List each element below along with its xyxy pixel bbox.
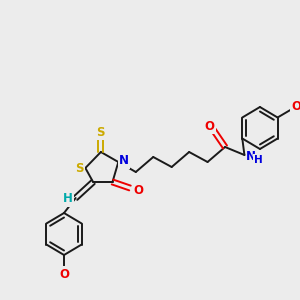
Text: H: H bbox=[254, 155, 262, 165]
Text: H: H bbox=[63, 193, 73, 206]
Text: N: N bbox=[119, 154, 129, 167]
Text: O: O bbox=[134, 184, 144, 196]
Text: N: N bbox=[246, 149, 256, 163]
Text: O: O bbox=[205, 119, 214, 133]
Text: O: O bbox=[291, 100, 300, 113]
Text: S: S bbox=[97, 125, 105, 139]
Text: O: O bbox=[59, 268, 69, 281]
Text: S: S bbox=[75, 161, 84, 175]
